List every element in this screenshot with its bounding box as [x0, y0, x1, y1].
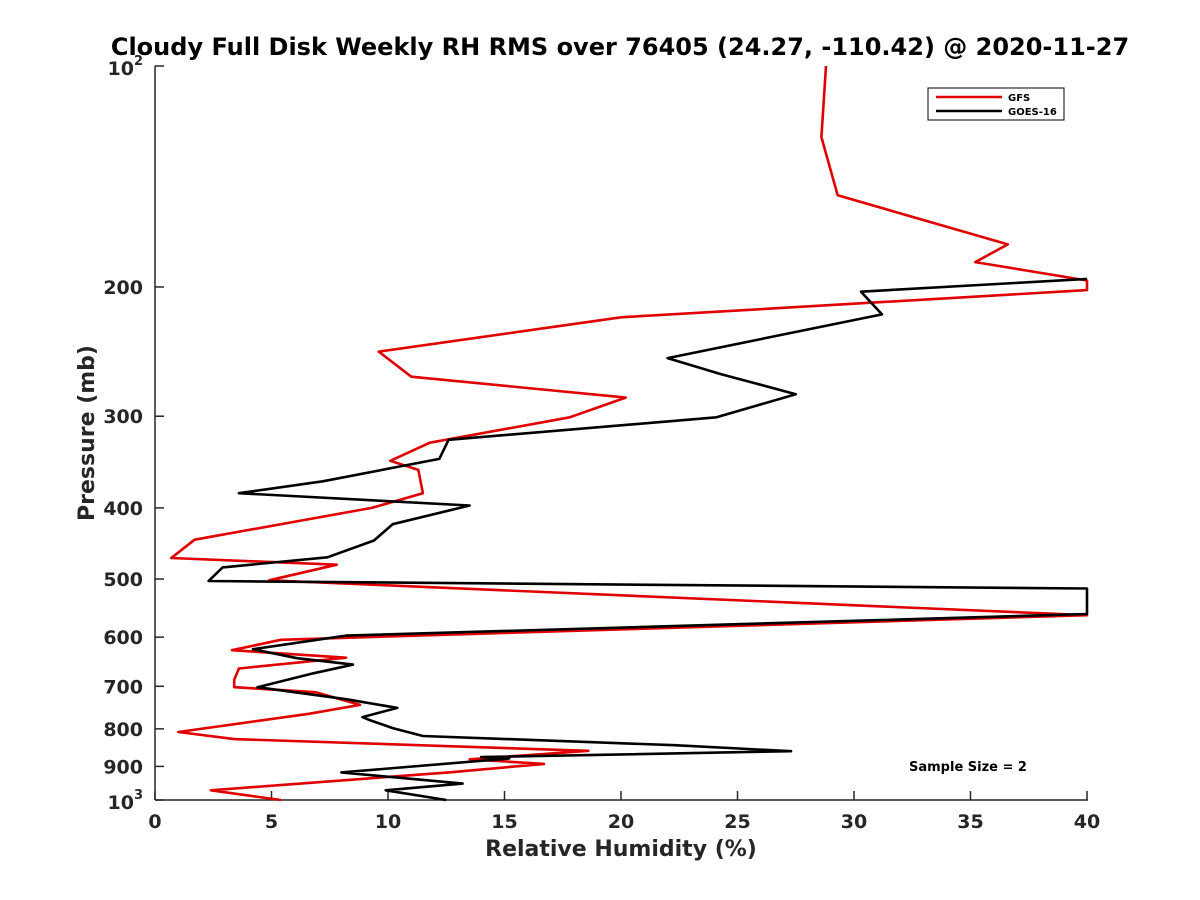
y-tick-base: 10	[108, 58, 134, 80]
legend-label: GFS	[1008, 93, 1030, 104]
series-lines	[170, 65, 1089, 802]
legend-box	[927, 87, 1065, 121]
x-tick-label: 10	[375, 811, 401, 833]
x-ticks: 0 5 10 15 20 25 30 35 40	[148, 791, 1100, 833]
y-tick-label: 700	[103, 676, 143, 698]
y-tick-label: 900	[103, 756, 143, 778]
y-tick-exponent: 3	[134, 788, 143, 803]
x-tick-label: 40	[1074, 811, 1100, 833]
legend: GFS GOES-16	[927, 87, 1065, 121]
x-tick-label: 30	[841, 811, 867, 833]
y-tick-base: 10	[108, 792, 134, 814]
y-tick-exponent: 2	[134, 54, 143, 69]
x-tick-label: 15	[491, 811, 517, 833]
y-tick-label: 400	[103, 498, 143, 520]
x-axis-label: Relative Humidity (%)	[485, 837, 757, 862]
x-tick-label: 35	[957, 811, 983, 833]
x-tick-label: 0	[148, 811, 161, 833]
x-tick-label: 20	[608, 811, 634, 833]
sample-size-annotation: Sample Size = 2	[909, 760, 1027, 775]
y-tick-label: 103	[108, 788, 144, 814]
chart-title: Cloudy Full Disk Weekly RH RMS over 7640…	[111, 33, 1129, 61]
series-line-goes-16	[207, 277, 1089, 802]
x-tick-label: 5	[265, 811, 278, 833]
y-tick-label: 200	[103, 277, 143, 299]
y-tick-label: 800	[103, 719, 143, 741]
y-tick-label: 500	[103, 569, 143, 591]
series-line-gfs	[170, 65, 1089, 802]
y-tick-label: 300	[103, 406, 143, 428]
y-tick-label: 102	[108, 54, 144, 80]
y-tick-label: 600	[103, 627, 143, 649]
x-tick-label: 25	[724, 811, 750, 833]
legend-label: GOES-16	[1008, 107, 1057, 118]
y-axis-label: Pressure (mb)	[75, 345, 100, 521]
